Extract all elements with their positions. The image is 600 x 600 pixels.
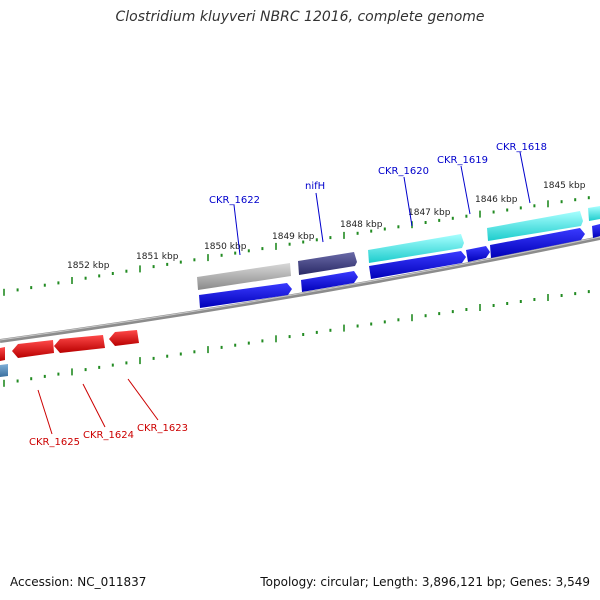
upper-scale-ticks [3,196,590,296]
gene-label-leader [315,192,324,243]
forward-cds-arrow[interactable] [466,246,490,262]
gene-label: CKR_1625 [29,437,80,448]
kbp-label: 1848 kbp [340,220,383,230]
gene-label: CKR_1624 [83,430,134,441]
gene-label-leader [403,176,413,227]
feature-arrow-navy[interactable] [298,252,357,275]
feature-arrow-cyan[interactable] [487,211,583,241]
gene-label-leader [519,151,531,204]
feature-arrow-steel[interactable] [0,364,8,377]
gene-label-leader [233,204,241,256]
reverse-cds-arrow[interactable] [109,330,139,346]
gene-label: CKR_1619 [437,155,488,166]
forward-cds-arrow[interactable] [490,228,585,258]
gene-label: nifH [305,181,325,192]
genome-summary-text: Topology: circular; Length: 3,896,121 bp… [260,575,590,589]
gene-label-leader [127,378,159,421]
map-title: Clostridium kluyveri NBRC 12016, complet… [115,9,485,25]
feature-arrow-grey[interactable] [197,263,291,290]
gene-label-leader [460,165,471,215]
kbp-label: 1850 kbp [204,242,247,252]
kbp-label: 1849 kbp [272,232,315,242]
forward-cds-arrow[interactable] [199,283,292,308]
forward-cds-arrow[interactable] [369,251,466,279]
forward-cds-arrow[interactable] [301,271,358,292]
accession-text: Accession: NC_011837 [10,575,147,589]
kbp-label: 1845 kbp [543,181,586,191]
gene-label: CKR_1622 [209,195,260,206]
gene-label: CKR_1618 [496,142,547,153]
kbp-label: 1846 kbp [475,195,518,205]
gene-label: CKR_1623 [137,423,188,434]
reverse-cds-arrow[interactable] [12,340,54,358]
kbp-label: 1851 kbp [136,252,179,262]
kbp-label: 1847 kbp [408,208,451,218]
gene-label-leader [37,389,53,435]
lower-scale-ticks [3,290,590,387]
forward-cds-arrow[interactable] [592,224,600,238]
feature-arrow-cyan[interactable] [368,234,464,263]
feature-arrow-cyan[interactable] [588,206,600,221]
gene-label: CKR_1620 [378,166,429,177]
genome-backbone [0,236,600,343]
kbp-label: 1852 kbp [67,261,110,271]
reverse-cds-arrow[interactable] [54,335,105,353]
reverse-cds-arrow[interactable] [0,347,5,361]
gene-label-leader [82,383,106,428]
genome-backbone-highlight [0,236,600,341]
